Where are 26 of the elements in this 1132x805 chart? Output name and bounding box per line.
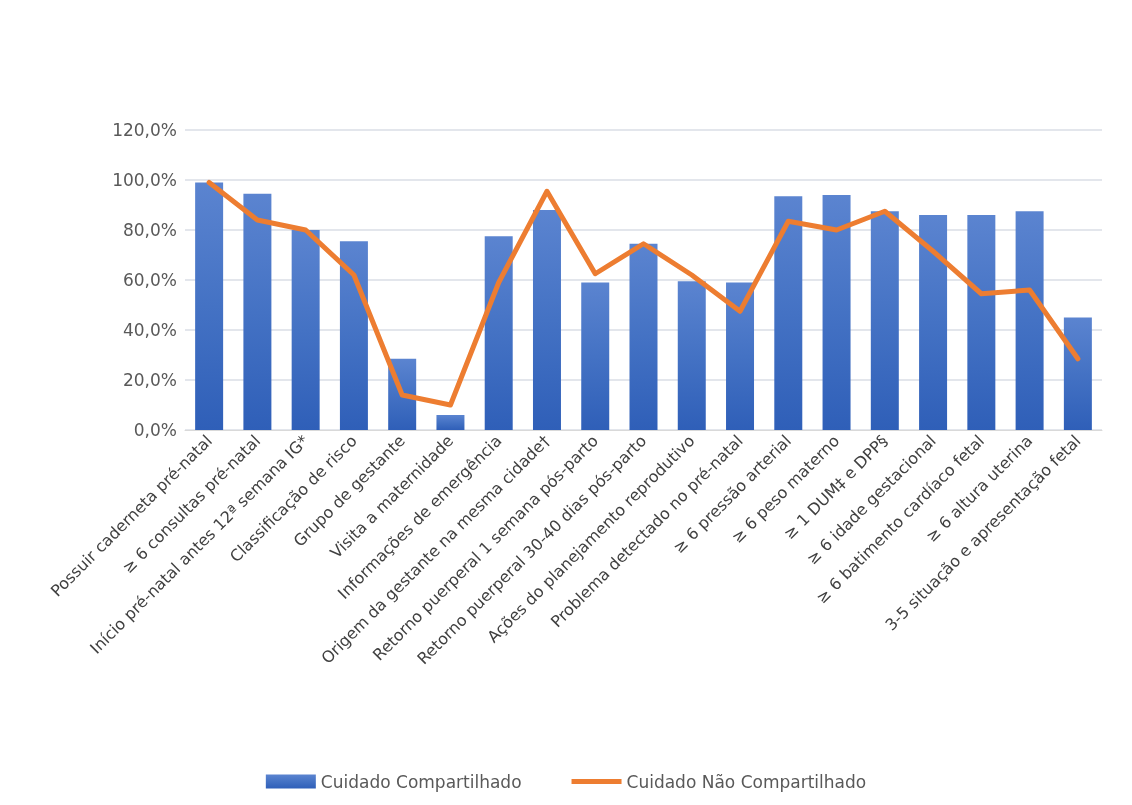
bar (967, 215, 996, 430)
bar (919, 215, 948, 430)
bar (677, 281, 706, 430)
y-tick-label: 40,0% (122, 320, 177, 340)
bar (243, 193, 272, 430)
y-tick-label: 60,0% (122, 270, 177, 290)
bar (195, 182, 224, 430)
bar (291, 230, 320, 430)
y-tick-label: 100,0% (112, 170, 177, 190)
legend-label: Cuidado Compartilhado (320, 771, 522, 792)
bar (870, 211, 899, 430)
bar (774, 196, 803, 430)
bar (532, 210, 561, 430)
y-tick-label: 120,0% (112, 120, 177, 140)
bar (726, 282, 755, 430)
bar (1063, 317, 1092, 430)
bar (436, 415, 465, 430)
bar (822, 195, 851, 430)
bar (339, 241, 368, 430)
bar (581, 282, 610, 430)
legend-label: Cuidado Não Compartilhado (626, 771, 867, 792)
y-tick-label: 80,0% (122, 220, 177, 240)
y-tick-label: 20,0% (122, 370, 177, 390)
bar (629, 243, 658, 430)
bar (1015, 211, 1044, 430)
bar (484, 236, 513, 430)
